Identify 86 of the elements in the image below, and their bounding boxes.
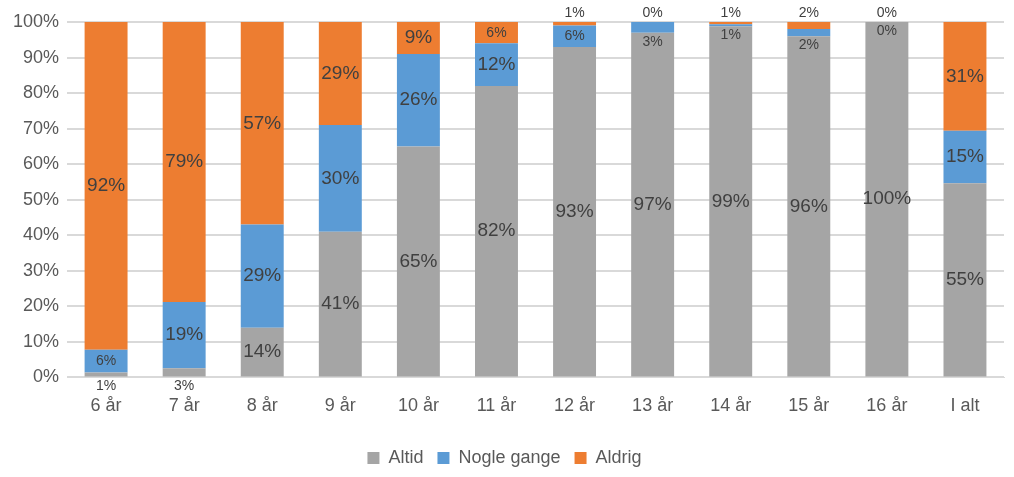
bar	[318, 22, 362, 126]
x-tick-label: 8 år	[246, 395, 278, 416]
x-tick-label: 14 år	[710, 395, 752, 416]
y-tick-label: 60%	[23, 153, 60, 174]
data-label: 3%	[174, 377, 195, 394]
data-label: 6%	[95, 351, 117, 368]
x-tick-label: 16 år	[866, 395, 908, 416]
data-label: 14%	[243, 340, 282, 362]
data-label: 15%	[945, 145, 985, 167]
y-tick-label: 70%	[23, 117, 60, 138]
bar	[943, 183, 987, 377]
y-tick-label: 90%	[23, 46, 60, 67]
y-tick-label: 0%	[33, 366, 60, 387]
data-label: 0%	[876, 3, 897, 20]
data-label: 97%	[633, 192, 672, 214]
data-label: 96%	[789, 194, 828, 216]
data-label: 92%	[87, 174, 126, 196]
data-label: 65%	[399, 249, 438, 271]
bar	[553, 22, 597, 26]
bar	[396, 146, 440, 377]
x-tick-label: 11 år	[476, 395, 517, 416]
x-tick-label: I alt	[950, 395, 980, 416]
data-label: 41%	[321, 292, 360, 314]
data-label: 82%	[477, 219, 516, 241]
data-label: 6%	[486, 23, 507, 40]
x-tick-label: 15 år	[788, 395, 830, 416]
bar	[318, 231, 362, 377]
data-label: 99%	[711, 189, 750, 211]
y-tick-label: 80%	[23, 82, 60, 103]
data-label: 6%	[564, 27, 585, 44]
y-tick-label: 100%	[12, 10, 60, 31]
bar	[396, 53, 440, 147]
bar	[787, 36, 831, 377]
data-label: 1%	[720, 3, 741, 20]
data-label: 0%	[642, 3, 663, 20]
y-tick-label: 50%	[23, 188, 60, 209]
data-label: 3%	[642, 32, 663, 49]
bar	[240, 224, 284, 328]
bar	[631, 32, 675, 377]
y-tick-label: 10%	[23, 330, 60, 351]
bar	[318, 125, 362, 232]
y-tick-label: 40%	[23, 224, 60, 245]
x-tick-label: 9 år	[324, 395, 356, 416]
y-tick-label: 30%	[23, 259, 60, 280]
data-label: 26%	[399, 88, 438, 110]
data-label: 79%	[165, 150, 204, 172]
x-tick-label: 6 år	[90, 395, 122, 416]
data-label: 57%	[243, 111, 282, 133]
legend-label: Altid	[388, 446, 424, 467]
bar	[709, 26, 753, 377]
x-tick-label: 10 år	[397, 395, 439, 416]
data-label: 1%	[95, 377, 117, 394]
data-label: 29%	[321, 61, 360, 83]
bar	[162, 22, 206, 303]
bar	[787, 22, 831, 30]
data-label: 0%	[876, 21, 897, 38]
data-label: 1%	[720, 26, 741, 43]
data-label: 1%	[564, 3, 585, 20]
bar	[787, 29, 831, 37]
bar	[162, 368, 206, 377]
data-label: 19%	[165, 323, 204, 345]
bar	[865, 22, 909, 377]
data-label: 2%	[798, 36, 819, 53]
data-label: 31%	[945, 64, 985, 86]
legend-label: Nogle gange	[458, 446, 561, 467]
x-tick-label: 7 år	[168, 395, 200, 416]
bar	[475, 85, 518, 377]
bar	[943, 22, 987, 131]
bar	[162, 302, 206, 369]
bar	[84, 372, 128, 377]
y-tick-label: 20%	[23, 295, 60, 316]
data-label: 30%	[321, 166, 360, 188]
x-tick-label: 13 år	[632, 395, 674, 416]
data-label: 100%	[862, 187, 912, 209]
data-label: 9%	[404, 26, 433, 48]
x-tick-label: 12 år	[554, 395, 596, 416]
data-label: 12%	[477, 52, 516, 74]
bar	[240, 22, 284, 225]
data-label: 55%	[945, 268, 985, 290]
bar	[631, 22, 675, 33]
bar	[553, 46, 597, 377]
data-label: 93%	[555, 199, 594, 221]
data-label: 2%	[798, 3, 819, 20]
legend-label: Aldrig	[595, 446, 642, 467]
bar	[84, 22, 128, 350]
data-label: 29%	[243, 264, 282, 286]
